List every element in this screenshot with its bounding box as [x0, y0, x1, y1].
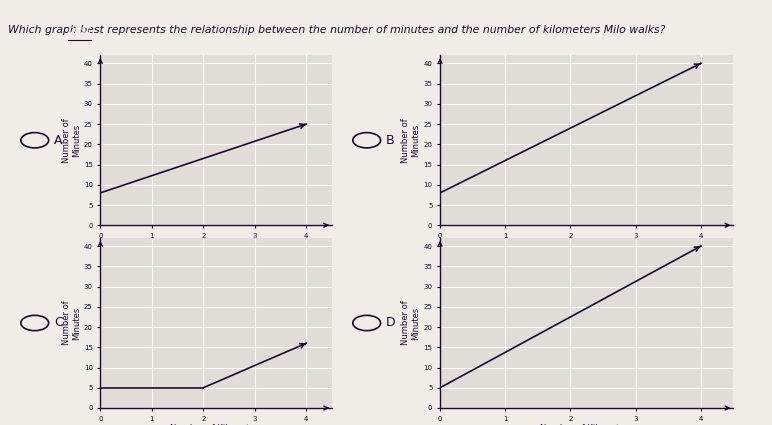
Text: B: B: [386, 134, 394, 147]
Text: best: best: [68, 25, 91, 35]
X-axis label: Number of Kilometers: Number of Kilometers: [170, 242, 262, 251]
Y-axis label: Number of
Minutes: Number of Minutes: [62, 300, 81, 346]
Text: C: C: [54, 317, 63, 329]
Text: D: D: [386, 317, 395, 329]
X-axis label: Number of Kilometers: Number of Kilometers: [540, 242, 633, 251]
Y-axis label: Number of
Minutes: Number of Minutes: [62, 118, 81, 163]
Y-axis label: Number of
Minutes: Number of Minutes: [401, 118, 421, 163]
Text: A: A: [54, 134, 63, 147]
Y-axis label: Number of
Minutes: Number of Minutes: [401, 300, 421, 346]
Text: Which graph best represents the relationship between the number of minutes and t: Which graph best represents the relation…: [8, 25, 665, 35]
